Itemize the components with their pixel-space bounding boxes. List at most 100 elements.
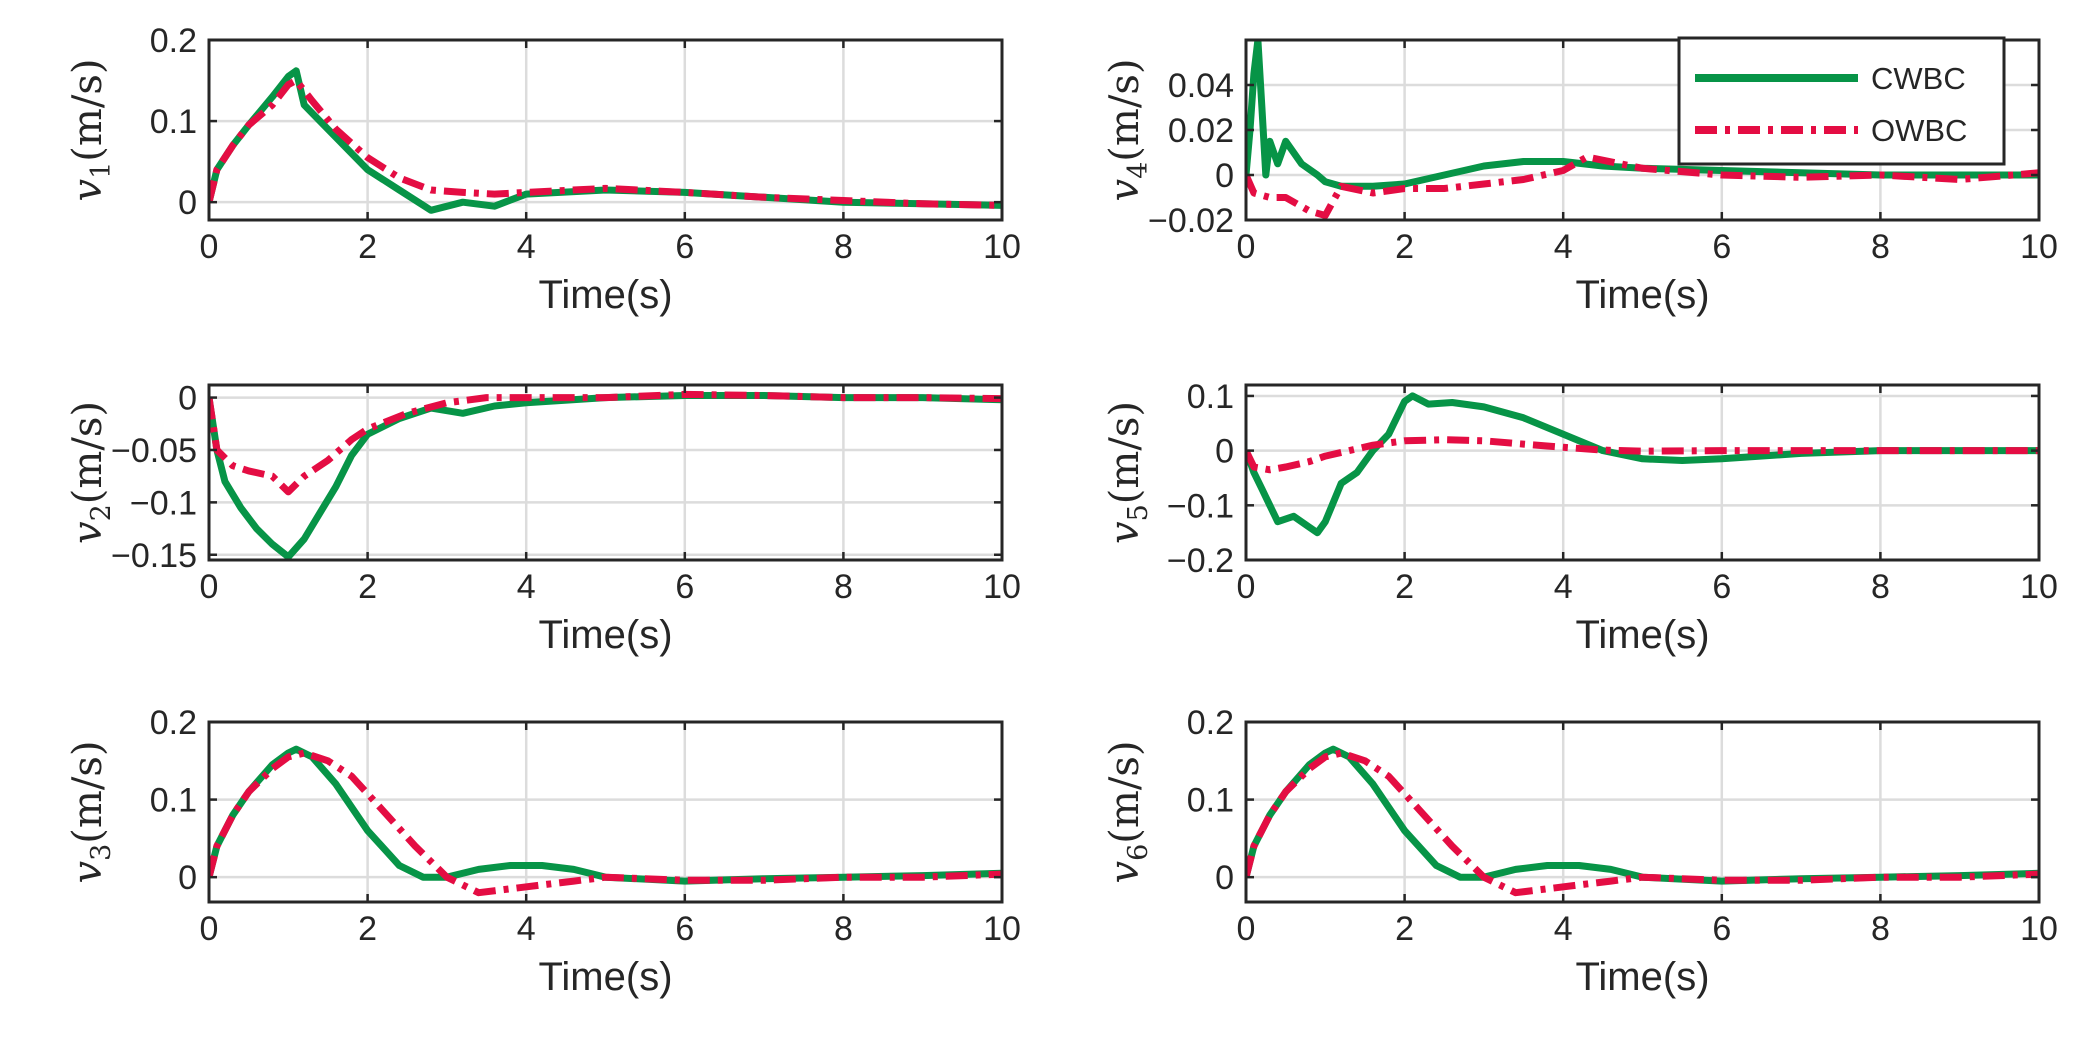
ylabel-sub-v1: 1 xyxy=(86,162,117,179)
xlabel-v1: Time(s) xyxy=(538,273,672,317)
panel-v5: 0 2 4 6 8 10 −0.2 −0.1 0 0.1 Time(s) v5(m/s) xyxy=(1102,378,2058,657)
xlabel-v2: Time(s) xyxy=(538,613,672,657)
series-owbc-v5 xyxy=(1246,436,2039,474)
ytick-label-v1-1: 0.1 xyxy=(150,103,197,141)
axes-frame-v3 xyxy=(207,720,1004,904)
ylabel-sub-v3: 3 xyxy=(86,844,117,861)
ylabel-v5: v5(m/s) xyxy=(1102,401,1154,544)
ylabel-var-v3: v xyxy=(65,860,111,883)
xtick-label-v3-1: 2 xyxy=(358,910,377,948)
ylabel-unit-v2: (m/s) xyxy=(65,401,111,504)
xtick-label-v3-3: 6 xyxy=(675,910,694,948)
axes-frame-v1 xyxy=(207,38,1004,222)
xtick-label-v2-4: 8 xyxy=(834,568,853,606)
xtick-label-v5-4: 8 xyxy=(1871,568,1890,606)
ylabel-v3: v3(m/s) xyxy=(65,741,117,884)
plot-area-v5 xyxy=(1246,385,2039,560)
ytick-label-v5-3: 0.1 xyxy=(1187,378,1234,416)
xtick-label-v4-3: 6 xyxy=(1712,228,1731,266)
xtick-label-v5-3: 6 xyxy=(1712,568,1731,606)
xtick-label-v6-1: 2 xyxy=(1395,910,1414,948)
ytick-label-v3-1: 0.1 xyxy=(150,782,197,820)
series-owbc-v4 xyxy=(1246,153,2039,219)
series-owbc-v3 xyxy=(209,749,1002,897)
xtick-label-v1-4: 8 xyxy=(834,228,853,266)
xtick-label-v1-2: 4 xyxy=(517,228,536,266)
ytick-label-v6-2: 0.2 xyxy=(1187,704,1234,742)
series-owbc-v2 xyxy=(209,390,1002,496)
ylabel-sub-v6: 6 xyxy=(1123,844,1154,861)
ytick-label-v4-3: 0.04 xyxy=(1168,67,1234,105)
plot-area-v3 xyxy=(209,722,1002,902)
ylabel-unit-v4: (m/s) xyxy=(1102,59,1148,162)
xlabel-v3: Time(s) xyxy=(538,955,672,999)
ytick-label-v5-0: −0.2 xyxy=(1167,542,1234,580)
xtick-label-v5-5: 10 xyxy=(2020,568,2058,606)
panel-v3: 0 2 4 6 8 10 0 0.1 0.2 Time(s) v3(m/s) xyxy=(65,704,1021,999)
xtick-label-v5-0: 0 xyxy=(1237,568,1256,606)
ylabel-unit-v3: (m/s) xyxy=(65,741,111,844)
ylabel-var-v4: v xyxy=(1102,178,1148,201)
axes-frame-v6 xyxy=(1244,720,2041,904)
panel-v1: 0 2 4 6 8 10 0 0.1 0.2 Time(s) v1(m/s) xyxy=(65,22,1021,317)
series-owbc-v6 xyxy=(1246,749,2039,897)
plot-area-v6 xyxy=(1246,722,2039,902)
xlabel-v6: Time(s) xyxy=(1575,955,1709,999)
ytick-label-v1-0: 0 xyxy=(178,184,197,222)
xtick-label-v1-5: 10 xyxy=(983,228,1021,266)
ylabel-v2: v2(m/s) xyxy=(65,401,117,544)
series-owbc-v1 xyxy=(209,77,1002,209)
ytick-label-v2-3: 0 xyxy=(178,380,197,418)
ylabel-v4: v4(m/s) xyxy=(1102,59,1154,202)
plot-area-v2 xyxy=(209,385,1002,560)
xtick-label-v1-0: 0 xyxy=(200,228,219,266)
ytick-label-v4-0: −0.02 xyxy=(1148,202,1234,240)
ytick-label-v3-2: 0.2 xyxy=(150,704,197,742)
ylabel-unit-v1: (m/s) xyxy=(65,59,111,162)
legend: CWBC OWBC xyxy=(1677,36,2006,166)
ylabel-sub-v4: 4 xyxy=(1123,162,1154,179)
xtick-label-v3-0: 0 xyxy=(200,910,219,948)
series-cwbc-v5 xyxy=(1246,392,2039,537)
xtick-label-v4-5: 10 xyxy=(2020,228,2058,266)
xlabel-v4: Time(s) xyxy=(1575,273,1709,317)
xtick-label-v4-4: 8 xyxy=(1871,228,1890,266)
ytick-label-v4-2: 0.02 xyxy=(1168,112,1234,150)
xtick-label-v6-4: 8 xyxy=(1871,910,1890,948)
ylabel-unit-v6: (m/s) xyxy=(1102,741,1148,844)
ytick-label-v2-2: −0.05 xyxy=(111,432,197,470)
ytick-label-v1-2: 0.2 xyxy=(150,22,197,60)
xtick-label-v5-2: 4 xyxy=(1554,568,1573,606)
xtick-label-v3-5: 10 xyxy=(983,910,1021,948)
series-cwbc-v2 xyxy=(209,392,1002,560)
xtick-label-v1-1: 2 xyxy=(358,228,377,266)
xtick-label-v2-5: 10 xyxy=(983,568,1021,606)
xtick-label-v4-0: 0 xyxy=(1237,228,1256,266)
ytick-label-v4-1: 0 xyxy=(1215,157,1234,195)
ytick-label-v6-1: 0.1 xyxy=(1187,782,1234,820)
legend-label-owbc: OWBC xyxy=(1871,113,1967,148)
xtick-label-v3-2: 4 xyxy=(517,910,536,948)
xtick-label-v4-1: 2 xyxy=(1395,228,1414,266)
xtick-label-v6-5: 10 xyxy=(2020,910,2058,948)
ylabel-var-v5: v xyxy=(1102,521,1148,544)
axes-frame-v5 xyxy=(1244,383,2041,562)
ytick-label-v5-2: 0 xyxy=(1215,433,1234,471)
ylabel-v1: v1(m/s) xyxy=(65,59,117,202)
ytick-label-v5-1: −0.1 xyxy=(1167,487,1234,525)
ylabel-sub-v2: 2 xyxy=(86,504,117,521)
legend-box xyxy=(1677,36,2006,166)
xtick-label-v5-1: 2 xyxy=(1395,568,1414,606)
ylabel-unit-v5: (m/s) xyxy=(1102,401,1148,504)
ylabel-v6: v6(m/s) xyxy=(1102,741,1154,884)
ytick-label-v3-0: 0 xyxy=(178,859,197,897)
ylabel-var-v1: v xyxy=(65,178,111,201)
ytick-label-v2-0: −0.15 xyxy=(111,537,197,575)
xtick-label-v2-2: 4 xyxy=(517,568,536,606)
ytick-label-v6-0: 0 xyxy=(1215,859,1234,897)
xtick-label-v4-2: 4 xyxy=(1554,228,1573,266)
